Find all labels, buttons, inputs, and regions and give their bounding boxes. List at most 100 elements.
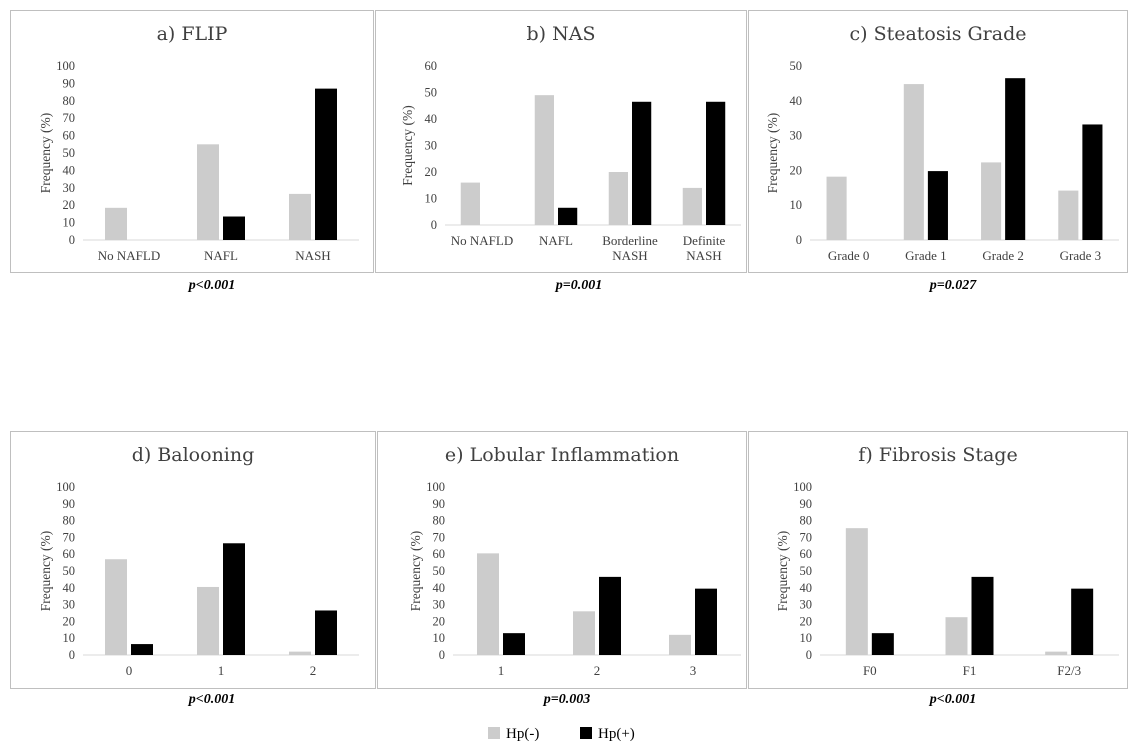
x-category-label: Grade 0	[828, 248, 870, 263]
y-tick-label: 70	[433, 530, 446, 544]
panel-lobular-inflammation: e) Lobular Inflammation 0 10 20 30 40 50 60 70 8…	[377, 431, 747, 689]
y-tick-label: 80	[800, 514, 813, 528]
panel-steatosis: c) Steatosis Grade 0 10 20 30 40 50 Frequency …	[748, 10, 1128, 273]
bar-hp-pos	[315, 610, 337, 655]
bar-hp-neg	[826, 176, 847, 240]
x-category-label: Grade 1	[905, 248, 947, 263]
bar-hp-neg	[1058, 190, 1079, 240]
y-tick-label: 10	[790, 198, 803, 212]
y-tick-label: 40	[433, 581, 446, 595]
x-category-label: NAFL	[204, 248, 238, 263]
y-tick-label: 10	[63, 631, 76, 645]
y-axis-label: Frequency (%)	[408, 531, 423, 612]
x-category-label: No NAFLD	[98, 248, 160, 263]
bar-hp-pos	[223, 543, 245, 655]
x-category-label: 2	[310, 663, 317, 678]
y-tick-label: 30	[800, 598, 813, 612]
y-tick-label: 0	[69, 233, 75, 247]
bar-hp-neg	[197, 144, 219, 240]
bar-hp-neg	[573, 611, 595, 655]
x-category-label: NASH	[686, 248, 721, 263]
x-category-label: NAFL	[539, 233, 573, 248]
p-value-lobular-inflammation: p=0.003	[543, 692, 591, 707]
bar-hp-pos	[223, 216, 245, 240]
bar-hp-pos	[131, 644, 153, 655]
legend-item-hp-neg: Hp(-)	[488, 726, 539, 743]
x-category-label: Grade 3	[1060, 248, 1102, 263]
y-tick-label: 30	[63, 181, 76, 195]
p-value-ballooning: p<0.001	[188, 692, 236, 707]
bar-hp-neg	[105, 559, 127, 655]
y-tick-label: 20	[63, 198, 76, 212]
bar-hp-neg	[289, 651, 311, 655]
y-axis-label: Frequency (%)	[38, 531, 53, 612]
y-tick-label: 10	[63, 216, 76, 230]
y-tick-label: 50	[425, 86, 438, 100]
bar-hp-pos	[706, 101, 726, 225]
p-value-steatosis: p=0.027	[929, 278, 977, 293]
y-tick-label: 90	[433, 497, 446, 511]
x-category-label: 1	[498, 663, 505, 678]
y-tick-label: 0	[431, 218, 437, 232]
bar-hp-pos	[503, 633, 525, 655]
bar-hp-neg	[903, 84, 924, 240]
bar-hp-neg	[105, 207, 127, 240]
bar-hp-pos	[927, 171, 948, 240]
y-tick-label: 40	[63, 581, 76, 595]
x-category-label: NASH	[295, 248, 330, 263]
bar-hp-neg	[477, 553, 499, 655]
y-tick-label: 90	[63, 76, 76, 90]
bar-hp-pos	[695, 588, 717, 655]
p-value-nas: p=0.001	[555, 278, 603, 293]
bar-hp-neg	[845, 528, 868, 655]
y-tick-label: 20	[800, 614, 813, 628]
steatosis-bar-chart: 0 10 20 30 40 50 Frequency (%) Grade 0 Grade 1 Gr…	[765, 59, 1119, 263]
y-tick-label: 40	[800, 581, 813, 595]
bar-hp-pos	[315, 88, 337, 241]
y-tick-label: 50	[63, 146, 76, 160]
y-tick-label: 100	[56, 480, 75, 494]
y-tick-label: 20	[433, 614, 446, 628]
panel-ballooning: d) Balooning 0 10 20 30 40 50 60 70 80 90 100 Frequ…	[10, 431, 376, 689]
panel-flip: a) FLIP 0 10 20 30 40 50 60 70 80 90 100 Frequency …	[10, 10, 374, 273]
nas-bar-chart: 0 10 20 30 40 50 60 Frequency (%) No NAFLD NAFL Bo…	[400, 59, 741, 263]
bar-hp-pos	[871, 633, 894, 655]
y-tick-label: 10	[433, 631, 446, 645]
y-tick-label: 20	[790, 163, 803, 177]
bar-hp-neg	[945, 617, 968, 655]
y-tick-label: 30	[790, 129, 803, 143]
y-tick-label: 20	[425, 165, 438, 179]
y-tick-label: 60	[800, 547, 813, 561]
bar-hp-neg	[682, 187, 702, 225]
fibrosis-bar-chart: 0 10 20 30 40 50 60 70 80 90 100 Frequency (%) F0 F1 F…	[775, 480, 1119, 678]
y-tick-label: 60	[425, 59, 438, 73]
x-category-label: 1	[218, 663, 225, 678]
bar-hp-neg	[669, 634, 691, 655]
y-tick-label: 50	[63, 564, 76, 578]
y-tick-label: 30	[433, 598, 446, 612]
x-category-label: 0	[126, 663, 133, 678]
x-category-label: F2/3	[1057, 663, 1081, 678]
bar-hp-pos	[1071, 588, 1094, 655]
ballooning-bar-chart: 0 10 20 30 40 50 60 70 80 90 100 Frequency (%) 0 1 2	[38, 480, 359, 678]
y-tick-label: 0	[69, 648, 75, 662]
panel-title: f) Fibrosis Stage	[858, 444, 1018, 466]
y-tick-label: 0	[796, 233, 802, 247]
y-tick-label: 30	[63, 598, 76, 612]
y-tick-label: 80	[63, 94, 76, 108]
p-value-fibrosis: p<0.001	[929, 692, 977, 707]
bar-hp-pos	[558, 207, 578, 225]
y-tick-label: 60	[433, 547, 446, 561]
y-tick-label: 70	[63, 111, 76, 125]
bar-hp-pos	[632, 101, 652, 225]
y-tick-label: 0	[439, 648, 445, 662]
x-category-label: Borderline	[602, 233, 658, 248]
x-category-label: NASH	[612, 248, 647, 263]
bar-hp-pos	[971, 576, 994, 655]
legend-swatch-hp-pos	[580, 727, 592, 739]
x-category-label: Definite	[683, 233, 726, 248]
bar-hp-neg	[981, 162, 1002, 240]
y-tick-label: 100	[56, 59, 75, 73]
legend-item-hp-pos: Hp(+)	[580, 726, 635, 743]
bar-hp-pos	[599, 576, 621, 655]
